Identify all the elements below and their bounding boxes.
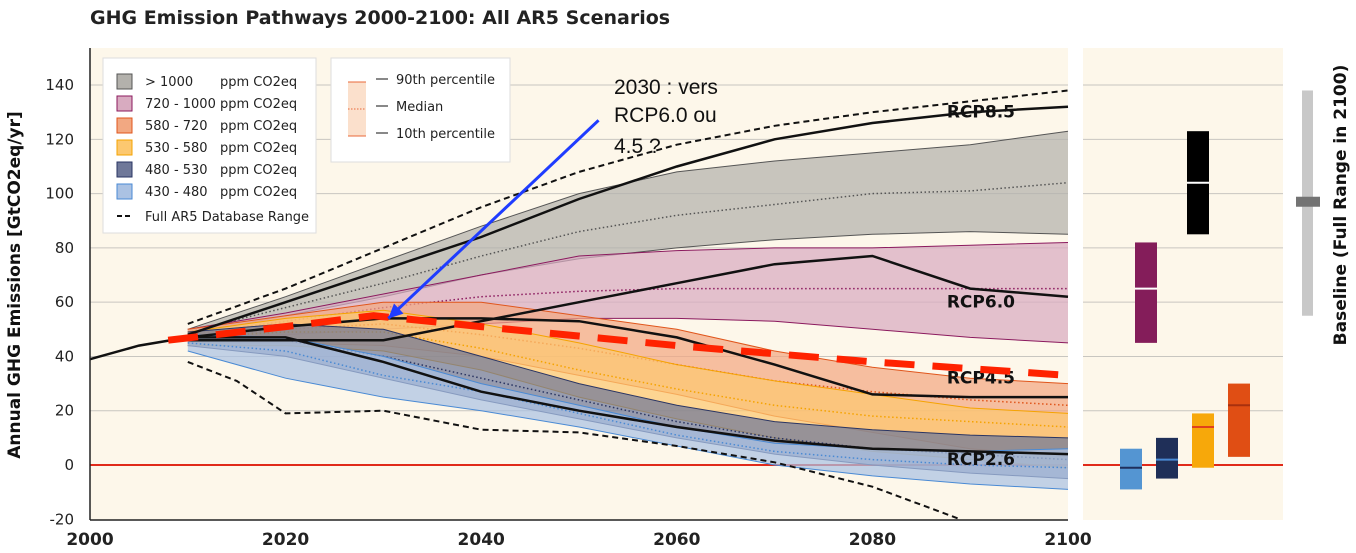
legend-full-range: Full AR5 Database Range: [145, 210, 309, 225]
annotation-line-1: 2030 : vers: [614, 76, 718, 99]
arrow-head-icon: [388, 303, 404, 319]
y-tick-label: 120: [45, 130, 74, 148]
legend-swatch: [116, 161, 133, 178]
range-bar: [1192, 413, 1214, 468]
band-p90-line: [187, 309, 1069, 414]
band-p90-line: [187, 323, 1069, 439]
legend-swatch: [116, 183, 133, 200]
legend-unit-label: ppm CO2eq: [220, 141, 297, 156]
baseline-label: Baseline (Full Range in 2100): [1331, 65, 1351, 346]
legend-swatch: [116, 73, 133, 90]
legend-unit-label: ppm CO2eq: [220, 97, 297, 112]
y-tick-label: 0: [64, 456, 74, 474]
x-tick-label: 2040: [458, 530, 505, 550]
band-p90-line: [187, 301, 1069, 385]
band-p10-line: [187, 350, 1069, 490]
band-median-line: [187, 181, 1069, 333]
range-bar: [1120, 448, 1142, 490]
legend-swatch: [116, 95, 133, 112]
legend-range-label: 720 - 1000: [145, 97, 216, 112]
y-tick-label: 80: [55, 239, 74, 257]
percentile-label: 10th percentile: [396, 127, 495, 142]
legend-swatch: [116, 139, 133, 156]
baseline-median: [1296, 196, 1320, 207]
full-range-lower: [187, 360, 961, 521]
annotation: 2030 : vers RCP6.0 ou 4.5 ?: [387, 76, 718, 320]
x-tick-label: 2060: [653, 530, 700, 550]
band--1000: [187, 131, 1069, 335]
y-tick-label: 40: [55, 347, 74, 365]
legend-unit-label: ppm CO2eq: [220, 75, 297, 90]
y-tick-label: 60: [55, 293, 74, 311]
legend-unit-label: ppm CO2eq: [220, 119, 297, 134]
legend-range-label: 580 - 720: [145, 119, 208, 134]
annotation-arrow: [387, 119, 600, 320]
band-p90-line: [187, 242, 1069, 330]
rcp-label: RCP6.0: [947, 293, 1015, 313]
rcp-line-RCP8.5: [187, 105, 1069, 336]
legend-unit-label: ppm CO2eq: [220, 163, 297, 178]
x-tick-label: 2100: [1044, 530, 1091, 550]
rcp-label: RCP8.5: [947, 103, 1015, 123]
chart-title: GHG Emission Pathways 2000-2100: All AR5…: [90, 7, 670, 29]
legend-box: [102, 57, 317, 234]
x-tick-label: 2020: [262, 530, 309, 550]
legend-unit-label: ppm CO2eq: [220, 185, 297, 200]
legend-range-label: 480 - 530: [145, 163, 208, 178]
range-panel: [1083, 48, 1283, 520]
rcp-line-RCP6.0: [187, 254, 1069, 342]
projection-dashed-line: [167, 312, 1069, 379]
legend-range-label: > 1000: [145, 75, 193, 90]
annotation-line-2: RCP6.0 ou: [614, 104, 717, 127]
band-median-line: [187, 342, 1069, 469]
range-bar: [1228, 383, 1250, 457]
rcp-line-RCP2.6: [187, 336, 1069, 456]
legend-range-label: 530 - 580: [145, 141, 208, 156]
range-bar: [1156, 437, 1178, 479]
legend-concentration: > 1000 ppm CO2eq 720 - 1000 ppm CO2eq 580 - …: [102, 57, 317, 234]
y-tick-label: 20: [55, 402, 74, 420]
range-bar: [1135, 242, 1157, 343]
legend-range-label: 430 - 480: [145, 185, 208, 200]
percentile-label: Median: [396, 100, 443, 115]
x-tick-label: 2000: [66, 530, 113, 550]
legend-swatch: [116, 117, 133, 134]
y-tick-label: -20: [50, 510, 75, 528]
band-median-line: [187, 331, 1069, 428]
rcp-label: RCP2.6: [947, 450, 1015, 470]
legend-percentile: 90th percentile Median 10th percentile: [330, 57, 511, 163]
range-bars-2100: [1120, 90, 1320, 490]
band-480-530: [187, 323, 1069, 479]
full-range-upper: [187, 89, 1069, 325]
x-tick-label: 2080: [849, 530, 896, 550]
y-axis-label: Annual GHG Emissions [GtCO2eq/yr]: [5, 111, 25, 459]
annotation-line-3: 4.5 ?: [614, 135, 661, 158]
y-tick-label: 140: [45, 76, 74, 94]
band-430-480: [187, 334, 1069, 490]
y-tick-label: 100: [45, 185, 74, 203]
percentile-label: 90th percentile: [396, 73, 495, 88]
